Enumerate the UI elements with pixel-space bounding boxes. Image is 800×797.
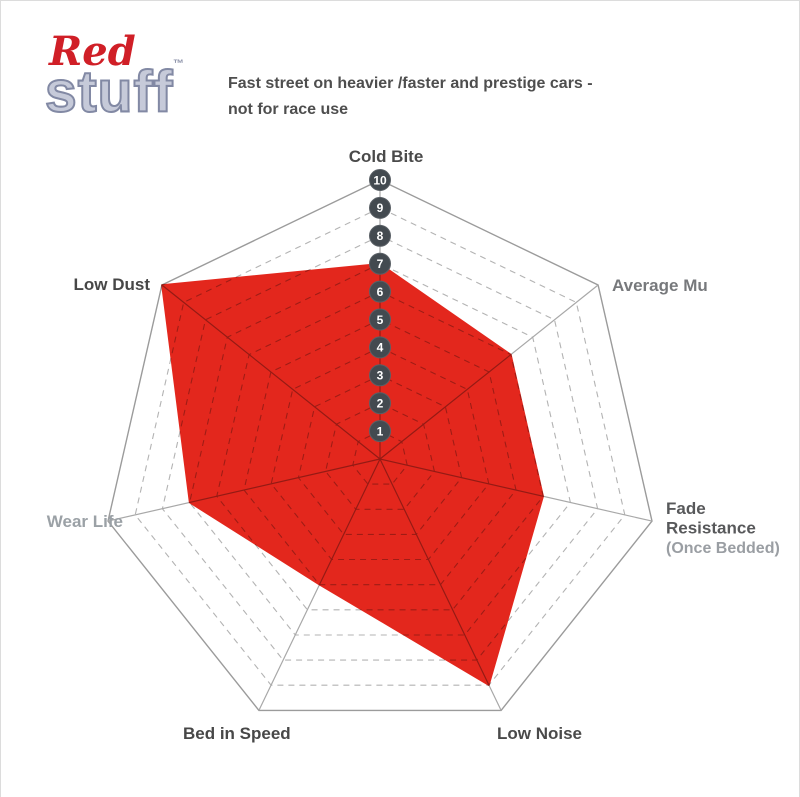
scale-badge-number: 4 [377, 341, 384, 355]
radar-data-polygon [161, 262, 544, 686]
axis-label-fade-resistance-once-bedded: (Once Bedded) [666, 540, 780, 557]
chart-description-line1: Fast street on heavier /faster and prest… [228, 75, 593, 92]
scale-badge-number: 2 [377, 397, 384, 411]
logo-stuff-text: stuff [44, 59, 174, 125]
trademark-symbol: ™ [173, 58, 184, 70]
scale-badge-number: 9 [377, 201, 384, 215]
axis-label-fade-resistance-once-bedded: Fade [666, 499, 706, 518]
axis-label-wear-life: Wear Life [47, 512, 123, 531]
scale-badge [369, 308, 391, 331]
scale-badge [369, 364, 391, 387]
scale-badge-number: 5 [377, 313, 384, 327]
scale-badge [369, 169, 391, 191]
scale-badge-number: 8 [377, 229, 384, 243]
scale-badge [369, 196, 391, 219]
axis-label-low-noise: Low Noise [497, 724, 582, 743]
axis-label-fade-resistance-once-bedded: Resistance [666, 519, 756, 538]
scale-badge-number: 6 [377, 285, 384, 299]
redstuff-logo: stuff Red ™ [44, 32, 195, 131]
scale-badge [369, 252, 391, 275]
scale-badge-number: 10 [373, 173, 387, 187]
scale-badge [369, 224, 391, 247]
radar-outer-ring [107, 179, 653, 712]
chart-description: Fast street on heavier /faster and prest… [228, 71, 688, 123]
scale-badge [369, 336, 391, 359]
axis-label-cold-bite: Cold Bite [349, 147, 424, 166]
scale-badge [369, 280, 391, 303]
axis-label-low-dust: Low Dust [74, 275, 151, 294]
axis-label-average-mu: Average Mu [612, 276, 708, 295]
chart-description-line2: not for race use [228, 101, 349, 118]
logo-red-text: Red [49, 28, 136, 75]
axis-label-bed-in-speed: Bed in Speed [183, 724, 291, 743]
scale-badge-number: 7 [377, 257, 384, 271]
scale-badge [369, 392, 391, 415]
scale-badge [369, 420, 391, 443]
scale-badge-number: 1 [377, 424, 384, 438]
scale-badge-number: 3 [377, 369, 384, 383]
